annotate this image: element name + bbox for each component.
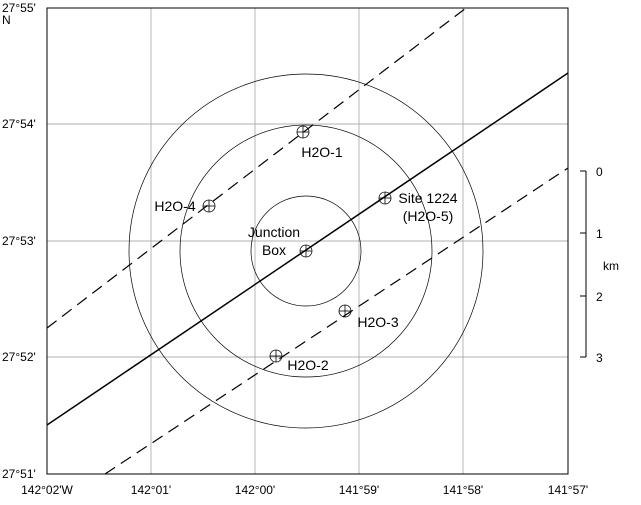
north-label: N xyxy=(2,13,11,27)
station-marker xyxy=(378,191,392,205)
lon-label: 141°58' xyxy=(443,483,483,497)
station-label: H2O-3 xyxy=(357,314,398,330)
scale-bar xyxy=(580,170,587,358)
lat-label: 27°54' xyxy=(2,117,36,131)
station-label: H2O-2 xyxy=(287,357,328,373)
station-label: Box xyxy=(262,242,286,258)
map-frame xyxy=(46,7,569,475)
scale-tick-label: 1 xyxy=(596,227,603,241)
lon-label: 142°01' xyxy=(131,483,171,497)
lat-label: 27°51' xyxy=(2,467,36,481)
lon-label: 141°59' xyxy=(339,483,379,497)
station-label: (H2O-5) xyxy=(403,208,454,224)
lat-label: 27°55' xyxy=(2,1,36,15)
dashed-line xyxy=(104,167,568,474)
scale-tick-label: 0 xyxy=(596,165,603,179)
range-rings xyxy=(128,73,484,429)
station-marker xyxy=(296,125,310,139)
station-label: Site 1224 xyxy=(398,190,457,206)
lon-label: 142°02'W xyxy=(21,483,73,497)
station-marker xyxy=(338,304,352,318)
lat-label: 27°52' xyxy=(2,350,36,364)
lat-label: 27°53' xyxy=(2,234,36,248)
station-marker xyxy=(202,199,216,213)
dashed-line xyxy=(47,8,467,329)
cable-line xyxy=(47,72,568,426)
station-marker xyxy=(269,349,283,363)
scale-tick-label: 2 xyxy=(596,290,603,304)
scale-tick-label: 3 xyxy=(596,351,603,365)
station-label: H2O-1 xyxy=(301,144,342,160)
station-label: H2O-4 xyxy=(154,198,195,214)
station-marker xyxy=(299,244,313,258)
station-label: Junction xyxy=(248,224,300,240)
scale-unit: km xyxy=(603,259,619,273)
labels: 27°55' 27°54' 27°53' 27°52' 27°51' N 142°02'W 1… xyxy=(2,1,619,497)
lon-label: 142°00' xyxy=(235,483,275,497)
graticule xyxy=(47,8,568,474)
lon-label: 141°57' xyxy=(548,483,588,497)
